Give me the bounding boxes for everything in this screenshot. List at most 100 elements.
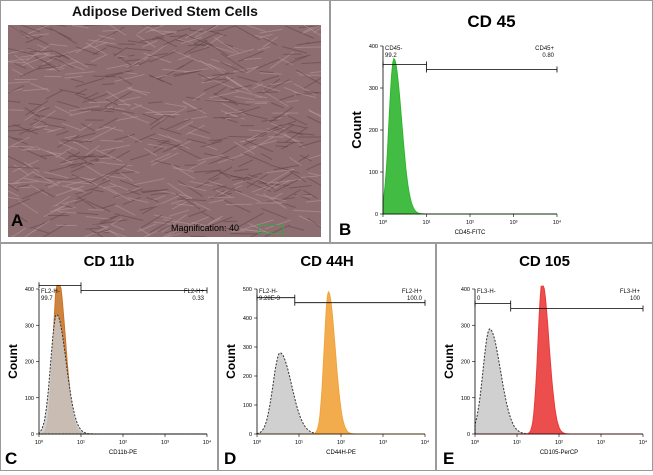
cell bbox=[65, 76, 83, 78]
gate-pos-value: 0.33 bbox=[192, 296, 204, 302]
cell bbox=[142, 41, 157, 47]
cell bbox=[100, 118, 118, 128]
cell bbox=[8, 196, 22, 199]
cell bbox=[41, 224, 66, 237]
cell bbox=[8, 181, 19, 191]
x-axis-label: CD45-FITC bbox=[455, 230, 486, 236]
cell bbox=[18, 147, 46, 160]
x-tick-label: 10¹ bbox=[77, 440, 85, 446]
cell bbox=[289, 185, 312, 188]
cell bbox=[120, 173, 133, 182]
cell bbox=[224, 200, 251, 213]
cell bbox=[40, 155, 53, 156]
x-tick-label: 10⁰ bbox=[379, 219, 388, 226]
cell bbox=[8, 167, 40, 168]
cell bbox=[139, 229, 150, 236]
cell bbox=[49, 44, 67, 46]
y-tick-label: 100 bbox=[461, 396, 470, 402]
x-tick-label: 10⁴ bbox=[421, 439, 430, 446]
cell bbox=[101, 140, 124, 141]
chart-title: CD 45 bbox=[467, 12, 515, 31]
cell bbox=[44, 172, 68, 178]
cell bbox=[128, 41, 147, 44]
cell bbox=[260, 72, 273, 73]
cell bbox=[15, 182, 38, 183]
y-tick-label: 0 bbox=[249, 432, 252, 438]
cell bbox=[148, 102, 162, 103]
cell bbox=[94, 149, 115, 162]
cell bbox=[156, 36, 177, 47]
cell bbox=[120, 97, 140, 101]
cell bbox=[57, 101, 79, 107]
y-tick-label: 300 bbox=[369, 86, 378, 92]
cell bbox=[260, 29, 282, 33]
cell bbox=[235, 191, 261, 202]
cell bbox=[249, 130, 271, 132]
x-tick-label: 10¹ bbox=[423, 220, 431, 226]
cell bbox=[204, 153, 234, 160]
cell bbox=[134, 103, 163, 115]
cell bbox=[234, 169, 249, 171]
cell bbox=[246, 66, 258, 73]
cell bbox=[33, 127, 55, 131]
cell bbox=[259, 34, 273, 37]
cell bbox=[8, 86, 24, 98]
cell bbox=[65, 72, 94, 75]
y-tick-label: 100 bbox=[243, 403, 252, 409]
cell bbox=[10, 26, 29, 38]
cell bbox=[8, 188, 19, 197]
cell bbox=[271, 103, 283, 108]
cell bbox=[60, 90, 87, 96]
cell bbox=[176, 38, 194, 44]
panel-a-title: Adipose Derived Stem Cells bbox=[1, 3, 329, 19]
cell bbox=[30, 185, 47, 195]
cell bbox=[213, 186, 227, 191]
x-axis-label: CD44H-PE bbox=[326, 450, 356, 456]
cell bbox=[261, 208, 286, 218]
cell bbox=[263, 194, 286, 209]
cell bbox=[8, 82, 30, 84]
cell bbox=[306, 159, 321, 169]
y-tick-label: 500 bbox=[243, 287, 252, 293]
gate-pos-label: FL2-H+ bbox=[184, 289, 205, 295]
cell bbox=[84, 25, 110, 26]
y-tick-label: 400 bbox=[243, 316, 252, 322]
cell bbox=[115, 172, 134, 174]
x-tick-label: 10² bbox=[466, 220, 474, 226]
cell bbox=[31, 108, 50, 115]
micrograph-image bbox=[8, 25, 321, 237]
gate-neg-value: 0 bbox=[477, 296, 481, 302]
gate-neg-value: 99.7 bbox=[41, 296, 53, 302]
x-tick-label: 10⁰ bbox=[471, 439, 480, 446]
y-tick-label: 300 bbox=[243, 345, 252, 351]
cell bbox=[288, 116, 307, 125]
cell bbox=[262, 76, 279, 81]
cell bbox=[46, 91, 63, 99]
cell bbox=[201, 141, 222, 147]
cell bbox=[214, 47, 235, 53]
panel-a-letter: A bbox=[11, 211, 23, 231]
x-tick-label: 10³ bbox=[510, 220, 518, 226]
y-tick-label: 200 bbox=[25, 360, 34, 366]
panel-letter: D bbox=[224, 449, 236, 468]
cell bbox=[235, 96, 255, 99]
cell bbox=[227, 49, 253, 57]
gate-pos-value: 0.80 bbox=[542, 53, 554, 59]
panel-letter: B bbox=[339, 220, 351, 239]
cell bbox=[229, 136, 253, 137]
cell bbox=[77, 213, 98, 215]
cell bbox=[85, 228, 100, 229]
cell bbox=[220, 62, 244, 73]
cell bbox=[56, 131, 68, 135]
cell bbox=[252, 187, 266, 192]
cell bbox=[36, 126, 48, 127]
cell bbox=[50, 28, 77, 44]
cell bbox=[62, 123, 80, 129]
cell bbox=[300, 176, 317, 177]
cell bbox=[247, 25, 266, 32]
